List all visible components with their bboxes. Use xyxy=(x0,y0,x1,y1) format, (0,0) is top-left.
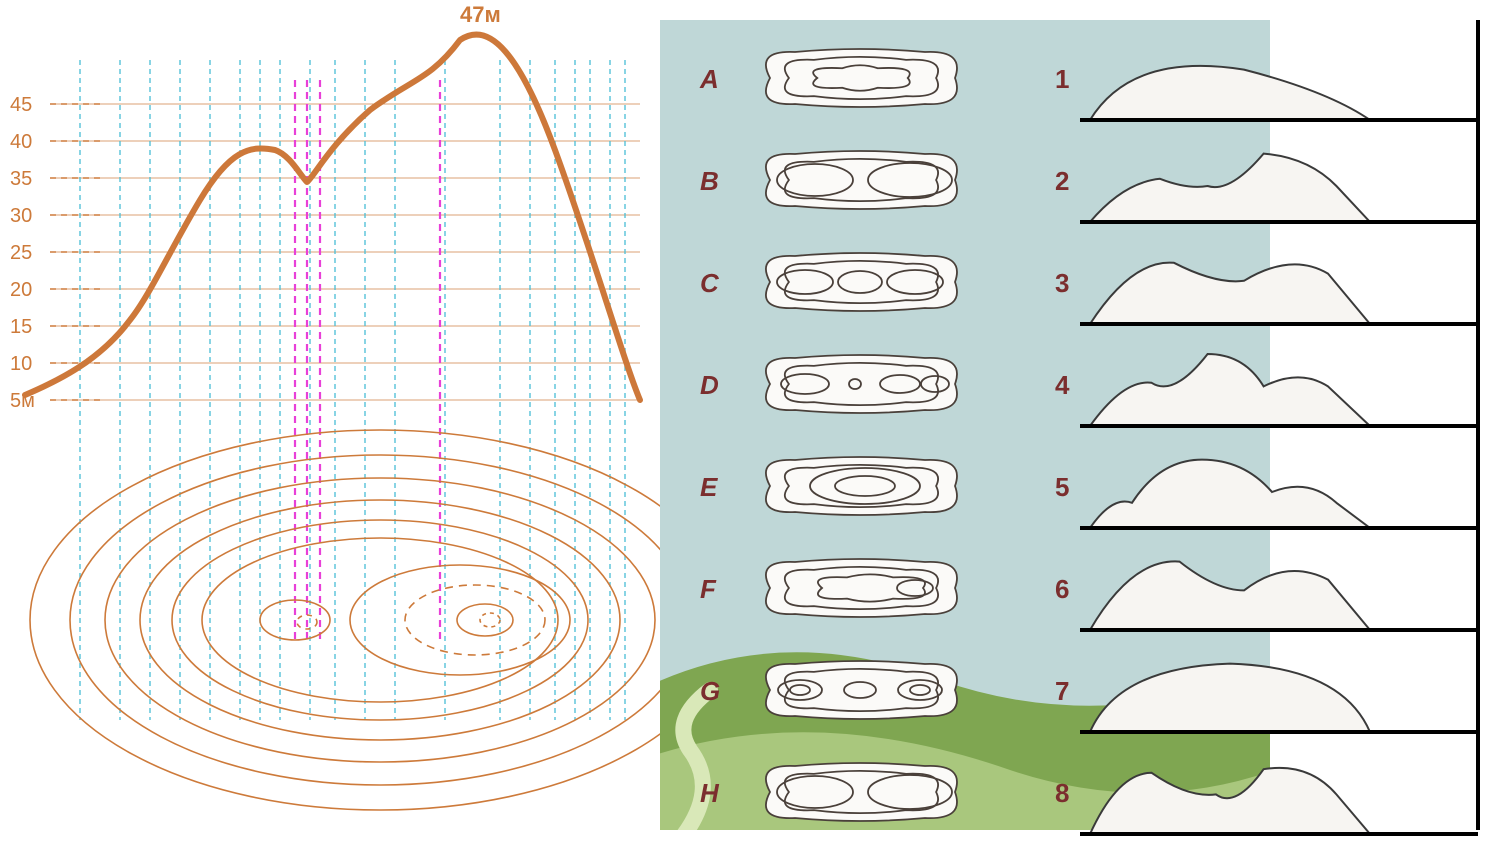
axis-tick-label: 45 xyxy=(10,94,32,116)
contour-shape xyxy=(766,355,957,413)
axis-tick-label: 30 xyxy=(10,205,32,227)
contour-shape xyxy=(766,559,957,617)
profile-shape xyxy=(1080,768,1478,834)
profile-label: 4 xyxy=(1055,370,1070,400)
profile-shape xyxy=(1080,263,1478,324)
contour-label: E xyxy=(700,472,718,502)
profile-label: 5 xyxy=(1055,472,1069,502)
contour-shape xyxy=(766,49,957,107)
contour-label: H xyxy=(700,778,720,808)
profile-label: 8 xyxy=(1055,778,1069,808)
contour-shape xyxy=(766,661,957,719)
contour-shape xyxy=(766,763,957,821)
profile-label: 1 xyxy=(1055,64,1069,94)
profile-shape xyxy=(1080,561,1478,630)
contour-label: A xyxy=(699,64,719,94)
contour-label: D xyxy=(700,370,719,400)
elevation-profile-diagram: 5м1015202530354045 47м xyxy=(0,0,660,850)
axis-tick-label: 35 xyxy=(10,168,32,190)
profile-label: 7 xyxy=(1055,676,1069,706)
contour-map xyxy=(30,430,660,810)
right-svg: A B C D E F G H 1 2 3 4 5 6 7 8 xyxy=(660,0,1480,850)
axis-tick-label: 40 xyxy=(10,131,32,153)
peak-label: 47м xyxy=(460,2,501,27)
profile-label: 3 xyxy=(1055,268,1069,298)
contour-shape xyxy=(766,151,957,209)
contour-label: C xyxy=(700,268,720,298)
contour-label: B xyxy=(700,166,719,196)
profile-label: 2 xyxy=(1055,166,1069,196)
axis-tick-label: 15 xyxy=(10,316,32,338)
profile-label: 6 xyxy=(1055,574,1069,604)
elevation-profile-curve xyxy=(25,35,640,400)
axis-tick-label: 25 xyxy=(10,242,32,264)
axis-tick-label: 20 xyxy=(10,279,32,301)
contour-shape xyxy=(766,457,957,515)
contour-label: G xyxy=(700,676,720,706)
axis-tick-label: 10 xyxy=(10,353,32,375)
matching-exercise-panel: A B C D E F G H 1 2 3 4 5 6 7 8 xyxy=(660,0,1480,850)
contour-label: F xyxy=(700,574,717,604)
contour-shape xyxy=(766,253,957,311)
left-svg: 5м1015202530354045 47м xyxy=(0,0,660,850)
